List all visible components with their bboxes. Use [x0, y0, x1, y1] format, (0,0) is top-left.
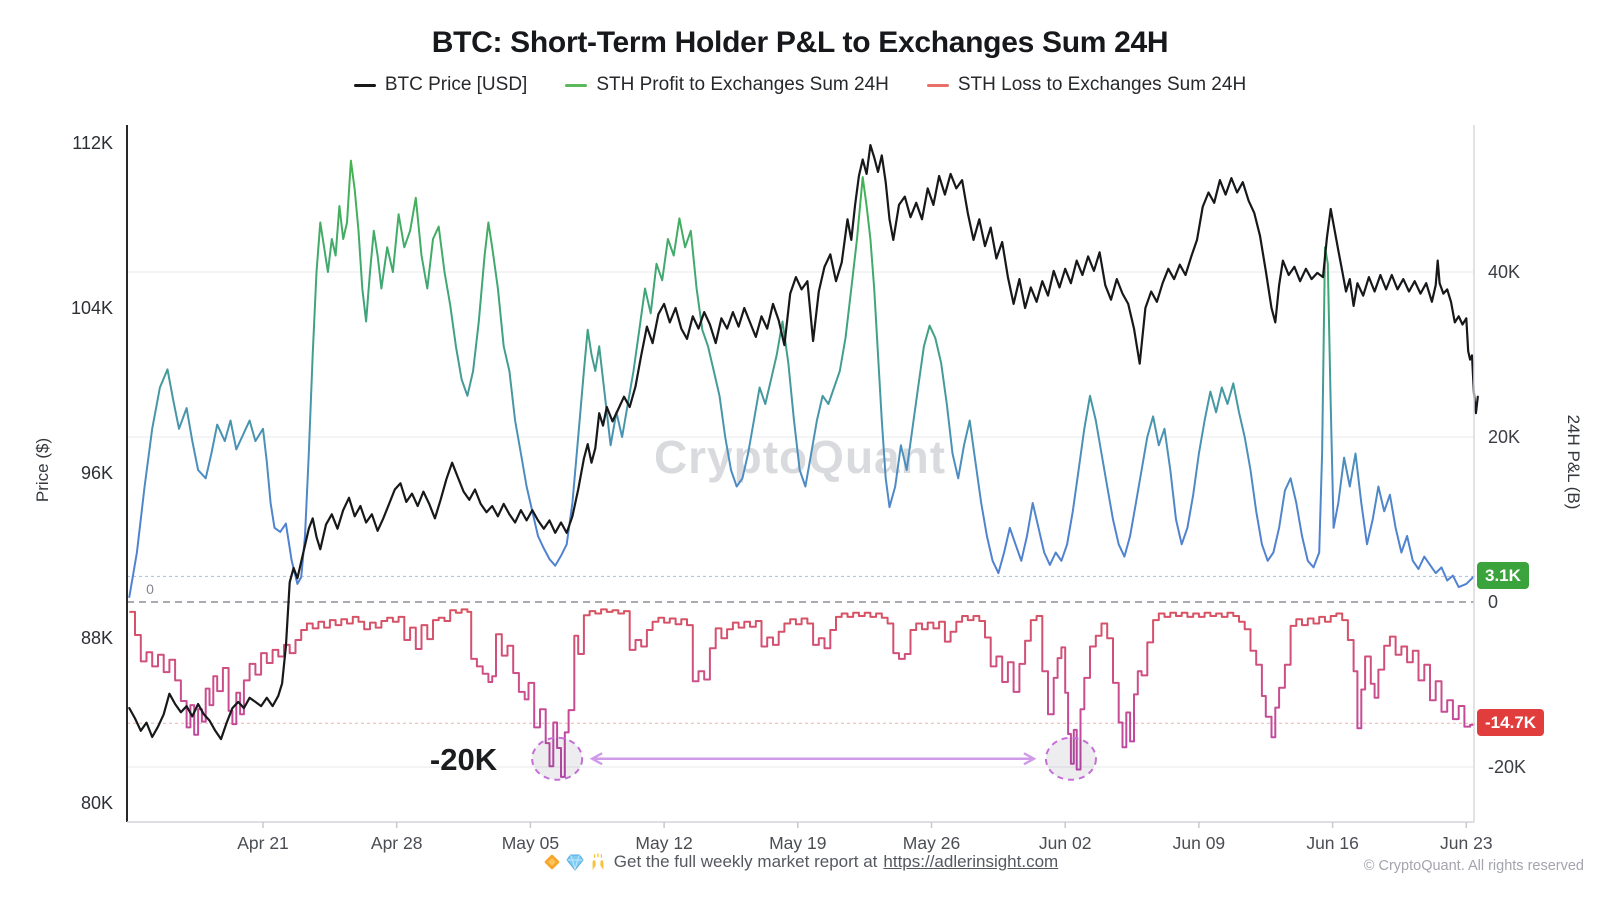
legend-item-profit[interactable]: STH Profit to Exchanges Sum 24H: [565, 74, 889, 96]
x-tick-label: Apr 21: [237, 833, 289, 853]
annotation-arrowhead-left: [589, 752, 603, 766]
legend-label-loss: STH Loss to Exchanges Sum 24H: [957, 74, 1247, 95]
pnl-tick-label: -20K: [1488, 757, 1526, 777]
price-tick-label: 96K: [81, 463, 113, 483]
pnl-tick-label: 40K: [1488, 262, 1520, 282]
x-tick-label: Jun 02: [1039, 833, 1092, 853]
pnl-tick-label: 20K: [1488, 427, 1520, 447]
x-tick-label: May 05: [502, 833, 559, 853]
price-axis-title: Price ($): [33, 438, 52, 502]
price-tick-label: 112K: [72, 133, 113, 153]
price-tick-label: 80K: [81, 793, 113, 813]
legend: BTC Price [USD] STH Profit to Exchanges …: [0, 74, 1600, 96]
x-tick-label: Jun 23: [1440, 833, 1493, 853]
x-tick-label: Apr 28: [371, 833, 423, 853]
x-tick-label: Jun 09: [1173, 833, 1226, 853]
price-tick-label: 104K: [71, 298, 113, 318]
annotation-arrowhead-right: [1023, 752, 1037, 766]
promo-link[interactable]: https://adlerinsight.com: [883, 852, 1059, 871]
series-loss-line: [129, 608, 1475, 778]
legend-item-loss[interactable]: STH Loss to Exchanges Sum 24H: [926, 74, 1247, 96]
pnl-tick-label: 0: [1488, 592, 1498, 612]
annotation-label: -20K: [430, 742, 498, 777]
x-tick-label: Jun 16: [1306, 833, 1359, 853]
x-tick-label: May 19: [769, 833, 826, 853]
copyright: © CryptoQuant. All rights reserved: [1363, 858, 1584, 874]
diamond-icon: [544, 854, 560, 870]
chart-title: BTC: Short-Term Holder P&L to Exchanges …: [431, 26, 1169, 59]
promo-text: Get the full weekly market report at: [613, 852, 878, 871]
pnl-axis-title: 24H P&L (B): [1564, 415, 1583, 510]
x-tick-label: May 12: [635, 833, 692, 853]
footer-promo: Get the full weekly market report at htt…: [0, 852, 1600, 872]
x-tick-label: May 26: [903, 833, 960, 853]
footer-icons: [542, 852, 608, 872]
series-profit-line: [128, 159, 1475, 598]
legend-item-price[interactable]: BTC Price [USD]: [353, 74, 528, 96]
profit-current-badge: 3.1K: [1477, 562, 1529, 590]
legend-swatch-profit: [565, 83, 588, 87]
price-tick-label: 88K: [81, 628, 113, 648]
legend-swatch-price: [353, 83, 376, 87]
annotation-circle-may06: [531, 736, 584, 781]
annotation-circle-jun02: [1044, 736, 1097, 781]
legend-swatch-loss: [926, 83, 949, 87]
zero-inline-label: 0: [146, 581, 154, 597]
raised-hands-icon: [592, 853, 604, 870]
gem-icon: [566, 854, 584, 871]
series-price-line: [128, 144, 1479, 741]
legend-label-price: BTC Price [USD]: [384, 74, 528, 95]
legend-label-profit: STH Profit to Exchanges Sum 24H: [596, 74, 889, 95]
loss-current-badge: -14.7K: [1477, 709, 1545, 737]
